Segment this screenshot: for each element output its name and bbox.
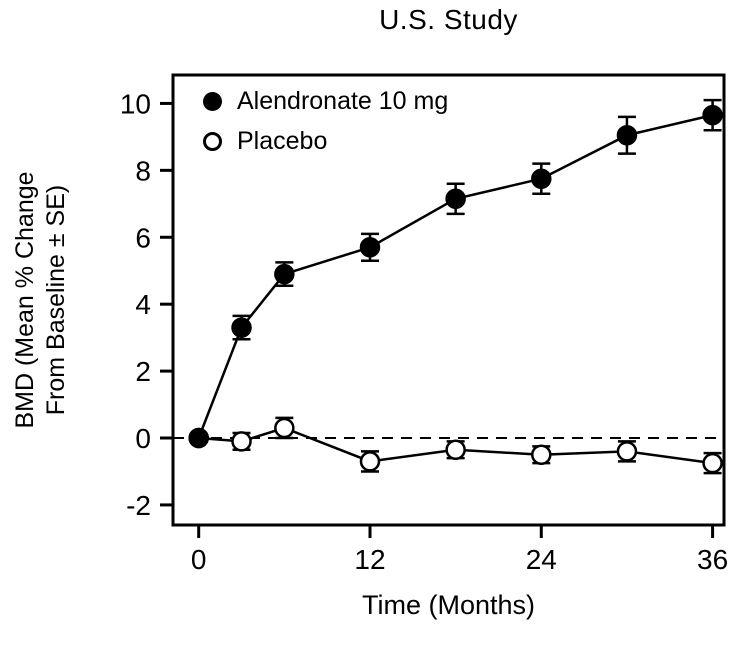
legend-item-placebo: Placebo [203,127,448,156]
svg-text:6: 6 [135,222,151,253]
svg-text:0: 0 [191,544,207,575]
svg-text:8: 8 [135,155,151,186]
svg-text:12: 12 [354,544,385,575]
svg-text:36: 36 [697,544,728,575]
legend-item-alendronate: Alendronate 10 mg [203,87,448,116]
y-axis-label-line2: From Baseline ± SE) [42,184,70,416]
svg-text:0: 0 [135,423,151,454]
open-circle-icon [203,132,222,151]
y-axis-label-line1: BMD (Mean % Change [10,171,39,429]
svg-text:2: 2 [135,356,151,387]
svg-text:4: 4 [135,289,151,320]
svg-text:10: 10 [120,88,151,119]
chart-title: U.S. Study [379,4,518,35]
filled-circle-icon [203,92,222,111]
legend-label-placebo: Placebo [237,127,328,155]
svg-text:-2: -2 [126,490,151,521]
legend: Alendronate 10 mg Placebo [203,87,448,156]
legend-label-alendronate: Alendronate 10 mg [237,87,449,115]
y-axis-label: BMD (Mean % Change From Baseline ± SE) [10,171,73,428]
x-axis-label: Time (Months) [361,590,536,620]
svg-text:24: 24 [526,544,557,575]
